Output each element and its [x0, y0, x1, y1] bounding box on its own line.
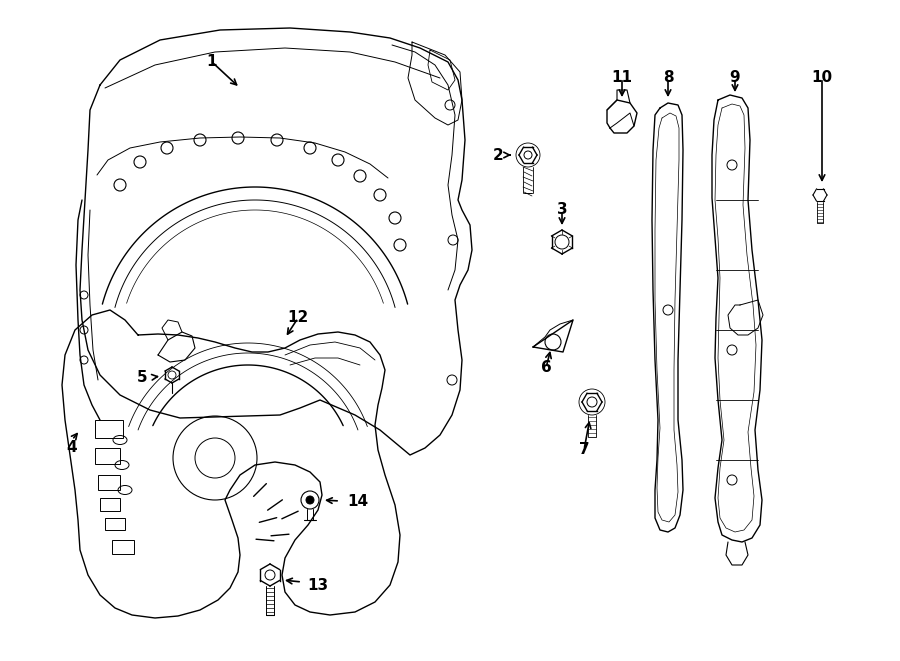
- Text: 12: 12: [287, 311, 309, 325]
- Text: 14: 14: [347, 494, 369, 510]
- Text: 11: 11: [611, 71, 633, 85]
- Bar: [105, 518, 125, 530]
- Text: 1: 1: [207, 54, 217, 69]
- Bar: [98, 475, 120, 490]
- Bar: [95, 420, 123, 438]
- Text: 8: 8: [662, 71, 673, 85]
- Circle shape: [306, 496, 314, 504]
- Text: 5: 5: [137, 371, 148, 385]
- Text: 6: 6: [541, 360, 552, 375]
- Text: 2: 2: [492, 147, 503, 163]
- Bar: [112, 540, 134, 554]
- Text: 13: 13: [308, 578, 328, 592]
- Text: 7: 7: [579, 442, 590, 457]
- Text: 10: 10: [812, 71, 833, 85]
- Text: 9: 9: [730, 71, 741, 85]
- Bar: [95, 448, 120, 464]
- Bar: [100, 498, 120, 511]
- Text: 3: 3: [557, 202, 567, 217]
- Text: 4: 4: [67, 440, 77, 455]
